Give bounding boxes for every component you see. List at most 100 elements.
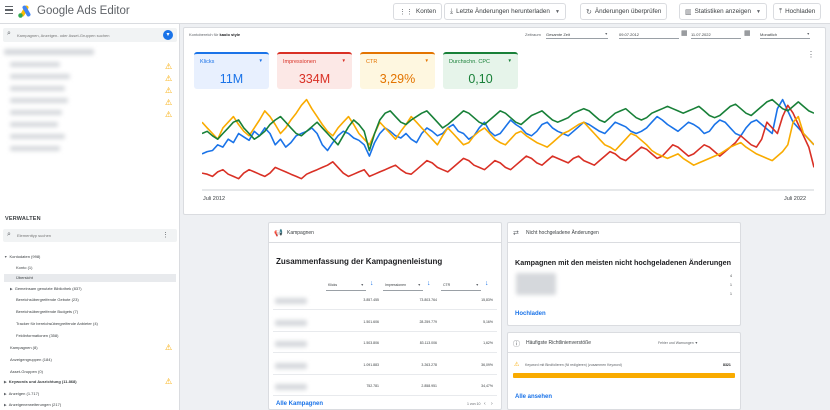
blurred-account-row[interactable] [10, 62, 60, 67]
metric-card[interactable]: Klicks ▼ 11M [194, 52, 269, 89]
blurred-campaign-name[interactable] [275, 341, 307, 347]
blurred-account-row[interactable] [10, 146, 60, 151]
chevron-down-icon[interactable]: ▼ [755, 8, 761, 15]
chevron-left-icon[interactable]: ‹ [484, 401, 486, 407]
sort-down-icon[interactable]: ↓ [485, 280, 489, 287]
calendar-icon[interactable]: ▦ [744, 30, 751, 37]
calendar-icon[interactable]: ▦ [681, 30, 688, 37]
table-cell-ctr: 15,83% [481, 298, 493, 302]
chevron-down-icon[interactable]: ▼ [424, 58, 429, 63]
account-search-input[interactable] [17, 30, 157, 40]
column-select-impressions[interactable]: Impressionen ▼ [383, 280, 423, 291]
hamburger-menu-icon[interactable] [5, 6, 13, 16]
chevron-down-icon[interactable]: ▼ [341, 58, 346, 63]
table-cell-impressions: 28.259.779 [419, 319, 437, 324]
tree-item-ads[interactable]: ▶ Anzeigen (1.717) [4, 391, 40, 396]
blurred-account-row[interactable] [10, 134, 65, 139]
change-count: 1 [730, 283, 732, 287]
account-search[interactable]: ⌕ ▾ [3, 28, 177, 42]
range-select[interactable]: Gesamte Zeit ▼ [546, 29, 608, 39]
tree-item-campaigns[interactable]: Kampagnen (8) [10, 345, 38, 350]
metric-card[interactable]: Durchschn. CPC ▼ 0,10 [443, 52, 518, 89]
metric-card[interactable]: Impressionen ▼ 334M [277, 52, 352, 89]
change-count: 4 [730, 274, 732, 278]
blurred-account-row[interactable] [10, 86, 65, 91]
download-button[interactable]: ⤓ Letzte Änderungen herunterladen ▼ [444, 3, 566, 20]
blurred-account-row[interactable] [10, 74, 70, 79]
chart-header: Kontobereich für kaolo style [189, 32, 241, 37]
blurred-campaign-name[interactable] [275, 298, 307, 304]
blurred-account-row[interactable] [4, 49, 94, 55]
column-select-ctr[interactable]: CTR ▼ [441, 280, 481, 291]
search-icon: ⌕ [7, 231, 11, 238]
tree-item-keywords[interactable]: ▶ Keywords und Ausrichtung (11.868) [4, 379, 77, 384]
chevron-down-icon: ▼ [604, 32, 608, 36]
all-campaigns-link[interactable]: Alle Kampagnen [276, 401, 324, 407]
unuploaded-changes-card: ⇄ Nicht hochgeladene Änderungen Kampagne… [507, 222, 741, 326]
tree-item-asset-groups[interactable]: Asset-Gruppen (0) [10, 369, 43, 374]
blurred-campaign-name[interactable] [275, 384, 307, 390]
filter-icon[interactable]: ▾ [163, 30, 173, 40]
policy-filter-select[interactable]: Fehler und Warnungen ▼ [658, 341, 699, 345]
tree-item-account[interactable]: Konto (1) [16, 265, 33, 270]
download-label: Letzte Änderungen herunterladen [456, 8, 550, 15]
pagination-label: 1 von 10 [467, 402, 481, 406]
blurred-campaign-name[interactable] [275, 319, 307, 326]
metric-card[interactable]: CTR ▼ 3,29% [360, 52, 435, 89]
grid-icon: ⋮⋮ [399, 8, 413, 16]
more-vert-icon[interactable]: ⋮ [162, 232, 169, 239]
download-icon: ⤓ [450, 7, 454, 15]
expand-icon[interactable]: ▼ [4, 255, 8, 259]
expand-icon[interactable]: ▶ [4, 392, 7, 396]
tree-item-ad-groups[interactable]: Anzeigengruppen (184) [10, 357, 52, 362]
start-date-field[interactable]: 09.07.2012 [619, 29, 679, 39]
more-vert-icon[interactable]: ⋮ [807, 50, 815, 59]
tree-item-field-info[interactable]: Feldinformationen (358) [16, 333, 59, 338]
policy-violations-card: ⓘ Häufigste Richtlinienverstöße Fehler u… [507, 332, 741, 410]
table-cell-ctr: 1,62% [483, 341, 493, 345]
manage-heading: VERWALTEN [5, 216, 41, 222]
accounts-button[interactable]: ⋮⋮ Konten [393, 3, 442, 20]
chevron-down-icon: ▼ [360, 283, 364, 287]
end-date-field[interactable]: 11.07.2022 [691, 29, 741, 39]
review-button[interactable]: ↻ Änderungen überprüfen [580, 3, 668, 20]
x-axis-start-label: Juli 2012 [203, 196, 226, 202]
range-label: Zeitraum [525, 32, 541, 37]
stats-label: Statistiken anzeigen [694, 8, 751, 15]
tree-item-cross-budgets[interactable]: Bereichsübergreifende Budgets (7) [16, 309, 79, 314]
policy-card-header: ⓘ Häufigste Richtlinienverstöße [508, 333, 740, 353]
blurred-campaign-names [516, 273, 556, 295]
blurred-account-row[interactable] [10, 110, 62, 115]
blurred-account-row[interactable] [10, 98, 68, 103]
table-cell-klicks: 1.091.883 [363, 362, 379, 367]
tree-item-cross-bids[interactable]: Bereichsübergreifende Gebote (23) [16, 297, 79, 302]
series-line-ctr [202, 98, 814, 166]
tree-item-account-data[interactable]: ▼ Kontodaten (998) [4, 254, 41, 259]
column-select-clicks[interactable]: Klicks ▼ [326, 280, 366, 291]
chevron-down-icon[interactable]: ▼ [554, 8, 560, 15]
upload-link[interactable]: Hochladen [515, 311, 546, 317]
stats-button[interactable]: ▥ Statistiken anzeigen ▼ [679, 3, 767, 20]
sort-down-icon[interactable]: ↓ [427, 280, 431, 287]
chevron-down-icon[interactable]: ▼ [258, 58, 263, 63]
blurred-account-row[interactable] [10, 122, 58, 127]
element-type-search[interactable]: ⌕ ⋮ [3, 229, 177, 242]
blurred-campaign-name[interactable] [275, 362, 307, 369]
chevron-down-icon[interactable]: ▼ [507, 58, 512, 63]
tree-item-overview[interactable]: Übersicht [4, 274, 176, 282]
warning-icon: ⚠ [165, 62, 173, 71]
chevron-right-icon[interactable]: › [491, 401, 493, 407]
warning-icon: ⚠ [514, 362, 520, 368]
policy-item-label: Keyword mit Bindfolieren (Ni redigieren)… [525, 363, 622, 367]
view-all-link[interactable]: Alle ansehen [515, 394, 553, 400]
tree-item-ad-extensions[interactable]: ▶ Anzeigenerweiterungen (217) [4, 402, 62, 407]
tree-item-cross-trackers[interactable]: Tracker für bereichsübergreifende Anbiet… [16, 321, 98, 326]
expand-icon[interactable]: ▶ [4, 380, 7, 384]
upload-button[interactable]: ⤒ Hochladen [773, 3, 822, 20]
granularity-select[interactable]: Monatlich ▼ [760, 29, 810, 39]
tree-item-shared-library[interactable]: ▶ Gemeinsam genutzte Bibliothek (837) [10, 286, 82, 291]
expand-icon[interactable]: ▶ [10, 287, 13, 291]
element-type-search-input[interactable] [17, 231, 137, 240]
sort-down-icon[interactable]: ↓ [370, 280, 374, 287]
expand-icon[interactable]: ▶ [4, 403, 7, 407]
